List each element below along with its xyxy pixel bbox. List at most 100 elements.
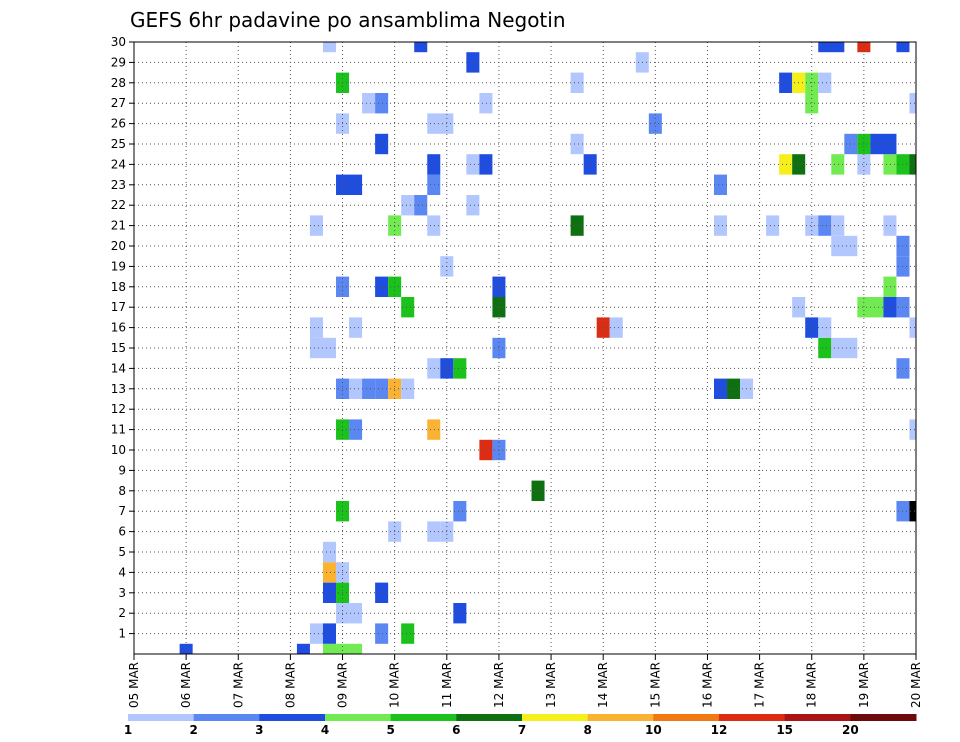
data-cell bbox=[818, 72, 832, 93]
data-cell bbox=[322, 643, 337, 654]
y-tick-label: 9 bbox=[118, 463, 126, 477]
y-tick-label: 24 bbox=[111, 157, 126, 171]
data-cell bbox=[883, 276, 897, 297]
data-cell bbox=[713, 174, 728, 195]
legend-swatch bbox=[784, 714, 851, 721]
data-cell bbox=[322, 562, 337, 583]
data-cell bbox=[883, 297, 897, 318]
data-cell bbox=[427, 174, 441, 195]
data-cell bbox=[349, 317, 363, 338]
data-cell bbox=[375, 378, 389, 399]
x-tick-label: 17 MAR bbox=[753, 662, 767, 708]
y-tick-label: 2 bbox=[118, 606, 126, 620]
data-cell bbox=[479, 439, 493, 461]
y-tick-label: 20 bbox=[111, 239, 126, 253]
y-tick-label: 6 bbox=[118, 525, 126, 539]
data-cell bbox=[349, 419, 363, 440]
legend-label: 1 bbox=[124, 723, 132, 737]
grid-layer bbox=[134, 42, 916, 654]
data-cell bbox=[349, 603, 363, 624]
data-cell bbox=[805, 215, 819, 236]
data-cell bbox=[427, 419, 441, 440]
data-cell bbox=[766, 215, 780, 236]
data-cell bbox=[909, 154, 916, 175]
data-cell bbox=[375, 133, 389, 155]
data-cell bbox=[570, 215, 584, 236]
y-tick-label: 12 bbox=[111, 402, 126, 416]
data-cell bbox=[453, 603, 467, 624]
data-cell bbox=[857, 154, 871, 175]
data-cell bbox=[805, 317, 819, 338]
data-cell bbox=[375, 93, 389, 114]
legend-swatch bbox=[456, 714, 523, 721]
legend-swatch bbox=[522, 714, 589, 721]
data-cell bbox=[322, 582, 337, 603]
data-cell bbox=[779, 72, 793, 93]
data-cell bbox=[362, 93, 376, 114]
y-axis: 1234567891011121314151617181920212223242… bbox=[111, 35, 134, 641]
legend-label: 7 bbox=[518, 723, 526, 737]
data-cell bbox=[831, 337, 858, 359]
data-cell bbox=[883, 154, 897, 175]
x-tick-label: 06 MAR bbox=[179, 662, 193, 708]
data-cell bbox=[857, 133, 871, 155]
data-cell bbox=[727, 378, 741, 399]
y-tick-label: 10 bbox=[111, 443, 126, 457]
data-cell bbox=[336, 643, 350, 654]
y-tick-label: 25 bbox=[111, 137, 126, 151]
y-tick-label: 22 bbox=[111, 198, 126, 212]
legend-label: 20 bbox=[842, 723, 859, 737]
y-tick-label: 16 bbox=[111, 321, 126, 335]
data-cell bbox=[401, 378, 415, 399]
y-tick-label: 1 bbox=[118, 627, 126, 641]
x-tick-label: 18 MAR bbox=[805, 662, 819, 708]
data-cell bbox=[779, 154, 793, 175]
legend-swatch bbox=[325, 714, 392, 721]
data-cell bbox=[375, 582, 389, 603]
data-cell bbox=[818, 337, 832, 359]
x-tick-label: 11 MAR bbox=[440, 662, 454, 708]
data-cell bbox=[453, 358, 467, 379]
y-tick-label: 29 bbox=[111, 55, 126, 69]
cells-layer bbox=[179, 42, 916, 654]
legend-label: 5 bbox=[386, 723, 394, 737]
data-cell bbox=[479, 93, 493, 114]
data-cell bbox=[831, 215, 845, 236]
data-cell bbox=[909, 317, 916, 338]
data-cell bbox=[375, 276, 389, 297]
data-cell bbox=[309, 317, 323, 338]
data-cell bbox=[401, 623, 415, 644]
legend-label: 4 bbox=[321, 723, 329, 737]
x-tick-label: 20 MAR bbox=[909, 662, 923, 708]
data-cell bbox=[322, 42, 337, 53]
legend-swatch bbox=[128, 714, 195, 721]
data-cell bbox=[648, 113, 662, 134]
x-tick-label: 05 MAR bbox=[127, 662, 141, 708]
data-cell bbox=[296, 643, 310, 654]
legend-swatch bbox=[719, 714, 786, 721]
data-cell bbox=[179, 643, 193, 654]
y-tick-label: 17 bbox=[111, 300, 126, 314]
y-tick-label: 21 bbox=[111, 219, 126, 233]
data-cell bbox=[805, 93, 819, 114]
data-cell bbox=[609, 317, 623, 338]
data-cell bbox=[466, 195, 480, 216]
data-cell bbox=[883, 215, 897, 236]
data-cell bbox=[870, 133, 897, 155]
x-tick-label: 15 MAR bbox=[648, 662, 662, 708]
data-cell bbox=[427, 154, 441, 175]
data-cell bbox=[857, 42, 871, 53]
x-tick-label: 19 MAR bbox=[857, 662, 871, 708]
x-tick-label: 07 MAR bbox=[231, 662, 245, 708]
data-cell bbox=[818, 317, 832, 338]
data-cell bbox=[479, 154, 493, 175]
data-cell bbox=[427, 113, 454, 134]
data-cell bbox=[713, 378, 728, 399]
x-tick-label: 13 MAR bbox=[544, 662, 558, 708]
data-cell bbox=[401, 297, 415, 318]
data-cell bbox=[909, 93, 916, 114]
data-cell bbox=[831, 154, 845, 175]
legend-label: 3 bbox=[255, 723, 263, 737]
data-cell bbox=[831, 235, 858, 257]
